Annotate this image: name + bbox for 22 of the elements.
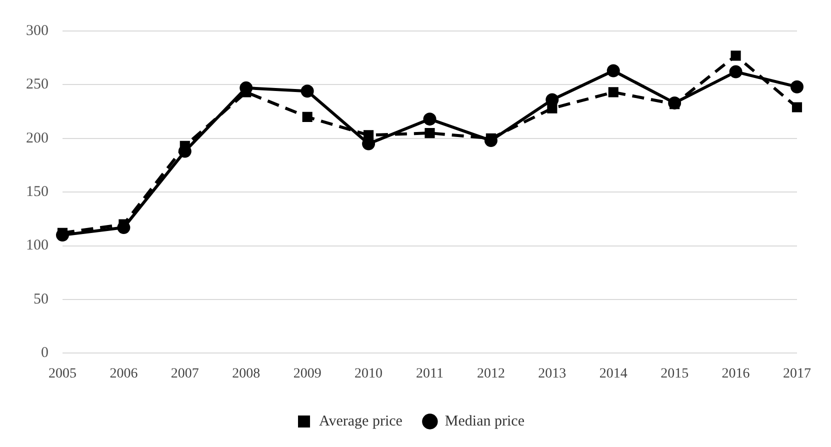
legend-label: Average price — [319, 413, 403, 430]
x-tick-label: 2008 — [232, 366, 260, 382]
y-tick-label: 300 — [26, 22, 48, 39]
y-tick-label: 150 — [26, 184, 48, 200]
y-tick-label: 200 — [26, 130, 48, 146]
x-tick-label: 2010 — [354, 366, 383, 382]
x-tick-label: 2014 — [599, 366, 628, 382]
x-tick-label: 2011 — [416, 366, 444, 382]
x-tick-label: 2005 — [48, 366, 76, 382]
y-tick-label: 50 — [34, 291, 48, 308]
x-tick-label: 2006 — [110, 366, 138, 382]
x-tick-label: 2009 — [293, 366, 322, 382]
x-tick-label: 2017 — [783, 366, 811, 382]
x-tick-label: 2007 — [170, 366, 199, 382]
x-tick-label: 2013 — [538, 366, 566, 382]
x-tick-label: 2016 — [722, 366, 750, 382]
x-tick-label: 2015 — [660, 366, 689, 382]
y-tick-label: 100 — [26, 238, 48, 254]
y-tick-label: 0 — [41, 345, 48, 362]
x-tick-label: 2012 — [476, 366, 505, 382]
legend-label: Median price — [444, 413, 525, 430]
y-tick-label: 250 — [26, 76, 48, 93]
